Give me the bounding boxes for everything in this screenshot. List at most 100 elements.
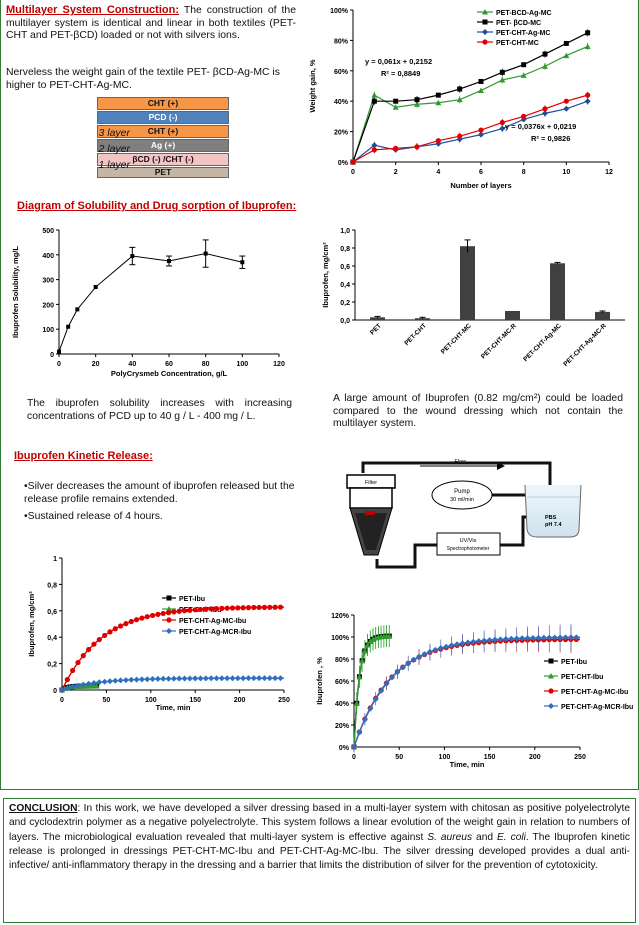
data-point bbox=[435, 92, 441, 98]
data-point bbox=[540, 634, 547, 641]
data-point bbox=[443, 643, 450, 650]
x-tick-label: 6 bbox=[479, 169, 483, 176]
data-point bbox=[371, 98, 377, 104]
conclusion-s-aureus: S. aureus bbox=[427, 831, 473, 843]
data-point bbox=[235, 605, 241, 611]
data-point bbox=[266, 675, 273, 682]
data-point bbox=[524, 635, 531, 642]
regression-eq-2: y = 0,0376x + 0,0219 bbox=[505, 122, 576, 131]
data-point bbox=[138, 676, 145, 683]
data-point bbox=[562, 634, 569, 641]
layer-label-2: 2 layer bbox=[98, 143, 130, 155]
data-point bbox=[160, 610, 166, 617]
cell-body bbox=[349, 487, 393, 509]
data-point bbox=[234, 675, 241, 682]
x-tick-label: 150 bbox=[484, 754, 496, 761]
data-point bbox=[101, 678, 108, 685]
data-point bbox=[74, 682, 81, 689]
data-point bbox=[261, 675, 268, 682]
data-point bbox=[122, 677, 129, 684]
x-tick-label: 0 bbox=[352, 754, 356, 761]
data-point bbox=[542, 63, 548, 69]
x-tick-label: 40 bbox=[128, 361, 136, 368]
x-axis-label: PolyCrysmeb Concentration, g/L bbox=[111, 369, 228, 378]
data-point bbox=[478, 131, 484, 138]
y-tick-label: 80% bbox=[334, 38, 349, 45]
data-point bbox=[371, 142, 378, 149]
data-point bbox=[197, 675, 204, 682]
data-point bbox=[80, 653, 86, 659]
data-point bbox=[165, 675, 172, 682]
data-point bbox=[93, 683, 100, 689]
x-tick-label: 150 bbox=[189, 697, 201, 704]
pbs-label: PBS bbox=[545, 515, 557, 521]
data-point bbox=[213, 605, 220, 612]
legend-label: PET-CHT-Ag-MC bbox=[496, 30, 550, 37]
data-point bbox=[454, 641, 461, 648]
y-tick-label: 0,4 bbox=[340, 282, 350, 289]
data-point bbox=[267, 604, 273, 610]
legend-label: PET-CHT-Ibu bbox=[561, 674, 603, 681]
data-point bbox=[470, 638, 477, 645]
data-point bbox=[414, 144, 420, 150]
data-point bbox=[520, 72, 527, 78]
spectrophotometer bbox=[436, 532, 501, 556]
y-axis-label: Ibuprofen , % bbox=[315, 657, 324, 705]
data-point bbox=[405, 660, 412, 667]
x-tick-label: 200 bbox=[234, 697, 246, 704]
data-point bbox=[187, 607, 193, 613]
legend-marker bbox=[166, 606, 172, 612]
pump-rate: 30 ml/min bbox=[450, 497, 474, 503]
y-tick-label: 0 bbox=[50, 352, 54, 359]
data-point bbox=[155, 611, 161, 617]
data-point bbox=[277, 675, 284, 682]
x-tick-label: 50 bbox=[103, 697, 111, 704]
data-point bbox=[367, 705, 374, 712]
data-point bbox=[219, 605, 225, 611]
data-point bbox=[203, 606, 209, 612]
stack-layer-bcd: βCD (-) /CHT (-) bbox=[97, 153, 229, 166]
construction-heading: Multilayer System Construction: bbox=[6, 4, 179, 16]
data-point bbox=[69, 683, 76, 690]
construction-text-2: Nerveless the weight gain of the textile… bbox=[6, 67, 280, 91]
x-axis-label: Time, min bbox=[450, 760, 485, 769]
legend-marker bbox=[166, 595, 172, 601]
data-point bbox=[437, 645, 444, 652]
data-point bbox=[435, 138, 441, 144]
data-point bbox=[386, 633, 393, 639]
beaker bbox=[524, 484, 582, 538]
stack-layer-ag: Ag (+) bbox=[97, 139, 229, 152]
data-point bbox=[245, 675, 252, 682]
x-tick-label: 20 bbox=[92, 361, 100, 368]
data-point bbox=[240, 675, 247, 682]
y-tick-label: 60% bbox=[335, 679, 350, 686]
data-point bbox=[96, 679, 103, 686]
data-point bbox=[567, 634, 574, 641]
category-label: PET-CHT bbox=[403, 322, 428, 347]
x-tick-label: 50 bbox=[395, 754, 403, 761]
y-tick-label: 0% bbox=[338, 160, 349, 167]
data-point bbox=[414, 97, 420, 103]
kinetic-release-chart: 0 0,2 0,4 0,6 0,8 1 0 50 100 150 200 250 Time, min Ib… bbox=[27, 556, 290, 712]
y-tick-label: 20% bbox=[334, 130, 349, 137]
stack-layer-pcd: PCD (-) bbox=[97, 111, 229, 124]
stack-layer-cht: CHT (+) bbox=[97, 97, 229, 110]
category-label: PET-CHT-Ag-MC bbox=[522, 322, 563, 363]
category-label: PET-CHT-MC-R bbox=[480, 322, 518, 360]
data-point bbox=[256, 604, 262, 611]
regression-r2-2: R² = 0,9826 bbox=[531, 134, 570, 143]
x-tick-label: 60 bbox=[165, 361, 173, 368]
data-point bbox=[107, 629, 113, 635]
data-point bbox=[563, 40, 569, 46]
category-label: PET-CHT-Ag-MC-R bbox=[562, 322, 608, 368]
category-label: PET bbox=[369, 322, 383, 336]
x-tick-label: 120 bbox=[273, 361, 285, 368]
data-point bbox=[584, 98, 591, 105]
x-tick-label: 80 bbox=[202, 361, 210, 368]
legend-label: PET- βCD-MC bbox=[496, 20, 541, 27]
y-tick-label: 0,2 bbox=[340, 300, 350, 307]
data-point bbox=[112, 626, 118, 632]
series-line bbox=[352, 94, 588, 163]
data-point bbox=[181, 675, 188, 682]
data-point bbox=[356, 729, 363, 736]
